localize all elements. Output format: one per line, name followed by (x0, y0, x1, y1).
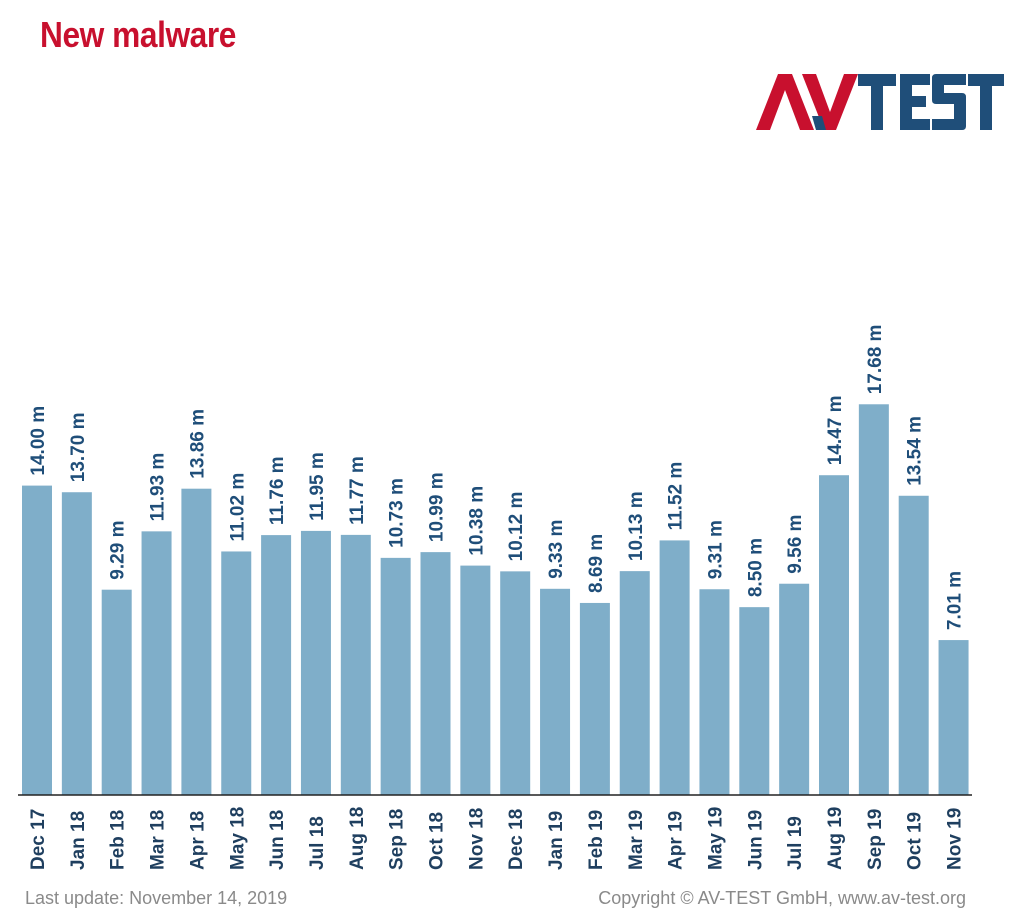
bar-nov-18 (460, 565, 491, 795)
x-tick-label: Dec 17 (28, 809, 49, 870)
bar-sep-19 (858, 404, 889, 795)
value-label: 13.86 m (187, 409, 208, 479)
x-tick-label: Jun 19 (745, 810, 766, 870)
bar-oct-19 (898, 495, 929, 795)
x-tick-label: May 18 (227, 807, 248, 870)
value-label: 11.76 m (267, 456, 288, 525)
bar-jan-19 (540, 588, 571, 795)
value-label: 11.77 m (347, 456, 368, 525)
x-tick-labels-group: Dec 17 Jan 18 Feb 18 Mar 18 Apr 18 May 18 Jun … (28, 807, 966, 870)
logo-v-shape (802, 74, 858, 130)
bar-may-18 (221, 551, 252, 795)
x-tick-label: Jul 18 (307, 816, 328, 870)
x-tick-label: Aug 18 (347, 807, 368, 870)
value-label: 17.68 m (865, 325, 886, 395)
bar-apr-19 (659, 540, 690, 795)
x-tick-label: Oct 19 (905, 812, 926, 870)
x-tick-label: Apr 18 (187, 811, 208, 870)
x-tick-label: Jan 18 (68, 811, 89, 870)
value-label: 10.73 m (387, 478, 408, 548)
logo-test-lettering (858, 74, 1004, 130)
x-tick-label: Feb 19 (586, 810, 607, 870)
bar-aug-18 (340, 534, 371, 795)
last-update-text: Last update: November 14, 2019 (25, 888, 288, 908)
bar-dec-17 (22, 485, 52, 795)
value-label: 9.33 m (546, 520, 567, 579)
bar-mar-19 (619, 571, 650, 795)
x-tick-label: Nov 18 (466, 808, 487, 870)
bar-aug-19 (819, 475, 849, 795)
bar-jul-19 (779, 583, 810, 795)
x-tick-label: Mar 18 (148, 810, 169, 870)
bar-jun-19 (739, 607, 770, 795)
value-label: 10.12 m (506, 492, 527, 562)
bar-feb-18 (101, 589, 132, 795)
x-tick-label: Aug 19 (825, 807, 846, 870)
x-tick-label: Jul 19 (785, 816, 806, 870)
value-label: 11.95 m (307, 452, 328, 521)
bar-apr-18 (181, 488, 212, 795)
copyright-text: Copyright © AV-TEST GmbH, www.av-test.or… (598, 888, 966, 908)
value-label: 11.93 m (148, 453, 169, 522)
value-label: 13.70 m (68, 412, 89, 482)
logo-accent-shape (812, 116, 826, 130)
x-tick-label: Sep 18 (387, 809, 408, 870)
bars-group (22, 404, 969, 795)
value-label: 14.47 m (825, 395, 846, 465)
x-tick-label: Jun 18 (267, 810, 288, 870)
value-label: 7.01 m (945, 571, 966, 630)
value-label: 9.29 m (108, 521, 129, 580)
x-tick-label: Sep 19 (865, 809, 886, 870)
bar-jan-18 (61, 492, 92, 795)
x-tick-label: Nov 19 (945, 808, 966, 870)
bar-mar-18 (141, 531, 172, 795)
x-tick-label: Feb 18 (108, 810, 129, 870)
value-label: 8.69 m (586, 534, 607, 593)
value-label: 8.50 m (745, 538, 766, 597)
bar-oct-18 (420, 552, 451, 795)
x-tick-label: Dec 18 (506, 809, 527, 870)
value-label: 9.56 m (785, 515, 806, 574)
bar-dec-18 (500, 571, 531, 795)
chart-title: New malware (40, 14, 236, 55)
value-label: 9.31 m (705, 520, 726, 579)
x-tick-label: Mar 19 (626, 810, 647, 870)
value-label: 14.00 m (28, 406, 49, 476)
value-label: 10.13 m (626, 491, 647, 561)
x-tick-label: Apr 19 (666, 811, 687, 870)
value-label: 10.38 m (466, 486, 487, 556)
x-tick-label: Jan 19 (546, 811, 567, 870)
av-test-logo (756, 74, 1004, 130)
value-label: 11.52 m (666, 462, 687, 531)
bar-jul-18 (300, 530, 331, 795)
bar-jun-18 (261, 535, 292, 795)
x-tick-label: May 19 (705, 807, 726, 870)
bar-feb-19 (579, 602, 610, 795)
logo-a-shape (756, 74, 814, 130)
bar-sep-18 (380, 557, 411, 795)
value-labels-group: 14.00 m 13.70 m 9.29 m 11.93 m 13.86 m 11.02 … (28, 325, 966, 631)
value-label: 10.99 m (427, 472, 448, 542)
value-label: 13.54 m (905, 416, 926, 486)
x-tick-label: Oct 18 (427, 812, 448, 870)
bar-may-19 (699, 589, 730, 795)
value-label: 11.02 m (227, 473, 248, 542)
bar-nov-19 (938, 640, 969, 795)
